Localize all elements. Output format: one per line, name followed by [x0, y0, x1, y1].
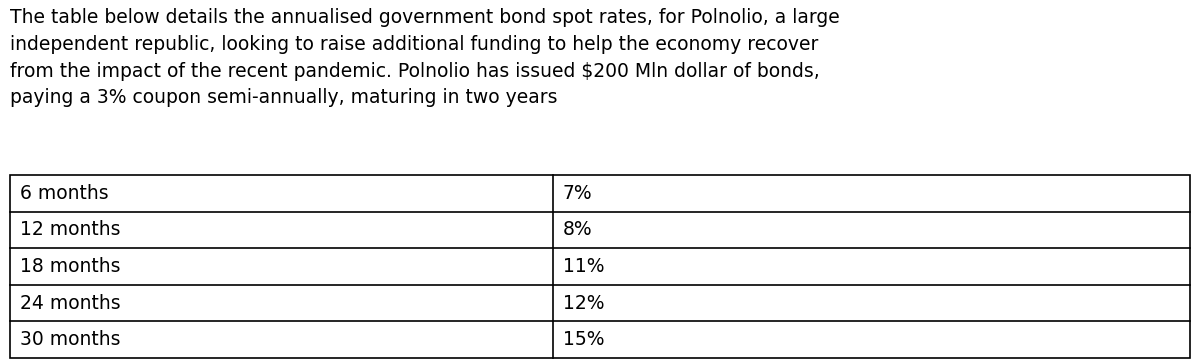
Text: 11%: 11%	[563, 257, 605, 276]
Text: 7%: 7%	[563, 184, 593, 203]
Text: 12%: 12%	[563, 294, 605, 313]
Text: The table below details the annualised government bond spot rates, for Polnolio,: The table below details the annualised g…	[10, 8, 840, 107]
Text: 8%: 8%	[563, 220, 593, 240]
Text: 18 months: 18 months	[20, 257, 120, 276]
Bar	[10, 175, 1190, 358]
Text: 6 months: 6 months	[20, 184, 109, 203]
Text: 30 months: 30 months	[20, 330, 120, 349]
Text: 15%: 15%	[563, 330, 605, 349]
Text: 12 months: 12 months	[20, 220, 120, 240]
Text: 24 months: 24 months	[20, 294, 121, 313]
